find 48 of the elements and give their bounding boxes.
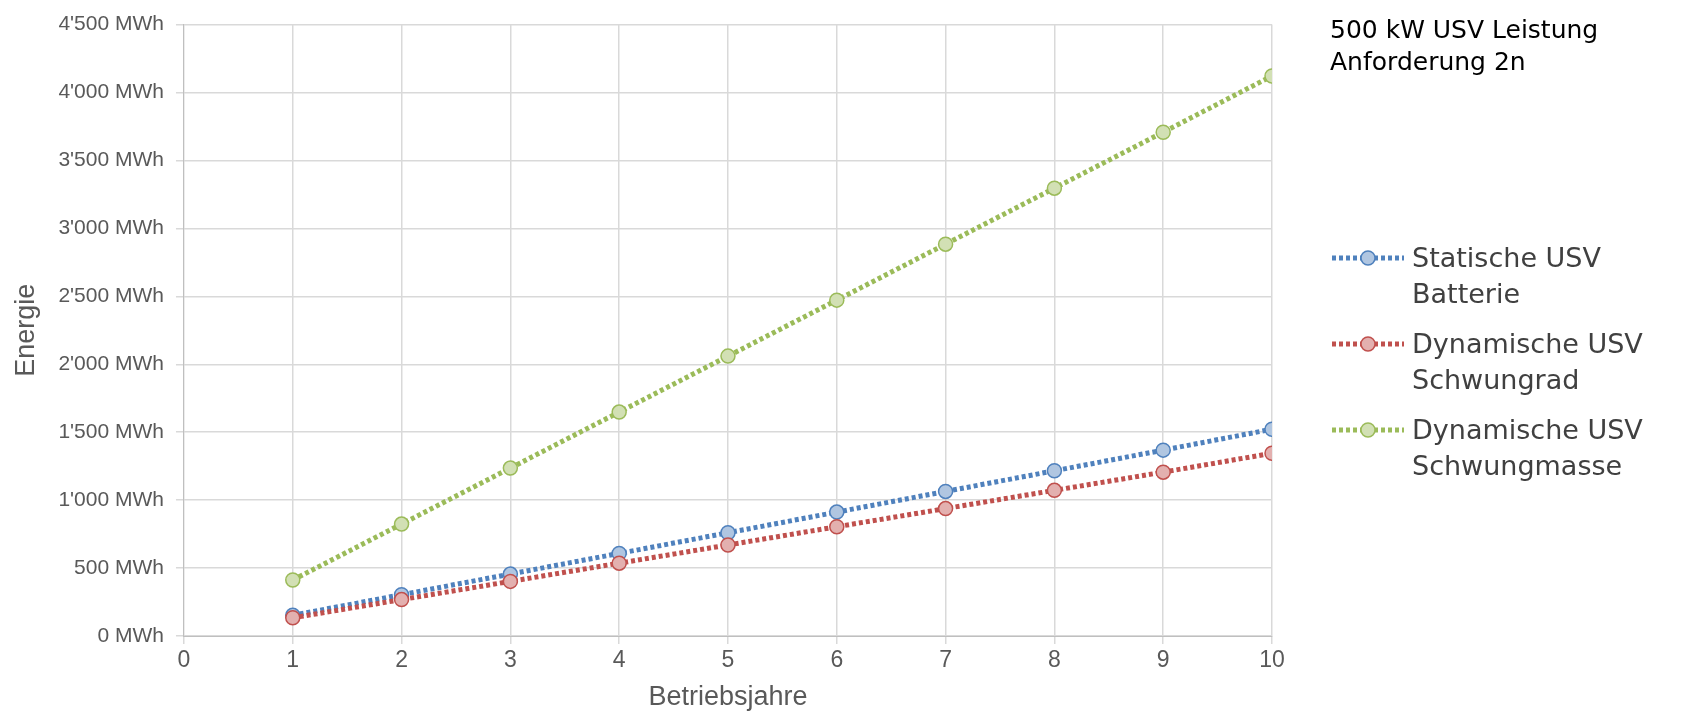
x-tick-label: 1 [286,646,300,673]
y-tick-label: 3'000 MWh [58,215,164,239]
x-axis-title: Betriebsjahre [648,681,808,712]
point [502,460,519,476]
point [829,292,845,308]
point [393,591,410,608]
x-tick-label: 10 [1259,646,1285,673]
y-tick-label: 1'000 MWh [58,486,164,510]
y-tick-label: 1'500 MWh [58,419,164,442]
x-tick-label: 3 [503,646,517,673]
point [937,483,954,500]
y-tick-label: 0 MWh [97,622,164,646]
x-tick-label: 7 [939,646,952,673]
point [829,504,845,520]
x-tick-label: 0 [177,646,191,673]
point [829,519,845,535]
point [1046,463,1063,479]
y-tick-label: 500 MWh [74,554,164,578]
y-tick-label: 3'500 MWh [58,147,164,171]
point [1046,482,1063,499]
text: 500 kW USV Leistung Anforderung 2n [1330,14,1600,78]
legend-label: Dynamische USV Schwungrad [1412,327,1644,397]
point [720,537,736,553]
point [1155,464,1171,480]
y-tick-label: 2'500 MWh [58,283,164,307]
point [285,572,301,588]
x-tick-label: 2 [395,646,408,673]
legend-label: Statische USV Batterie [1412,241,1602,311]
point [1155,442,1171,458]
y-axis-title: Energie [9,283,40,377]
y-tick-label: 4'500 MWh [58,11,164,35]
point [1155,124,1171,140]
legend-label: Dynamische USV Schwungmasse [1412,413,1644,483]
x-tick-label: 9 [1156,646,1170,673]
point [1046,180,1063,196]
point [937,500,954,517]
x-tick-label: 6 [830,646,844,673]
point [502,573,519,590]
x-tick-label: 8 [1047,646,1061,673]
point [393,516,410,532]
point [720,348,736,364]
x-tick-label: 4 [612,646,626,673]
y-tick-label: 2'000 MWh [58,351,164,375]
y-tick-label: 4'000 MWh [58,79,164,103]
point [611,404,627,420]
x-tick-label: 5 [721,646,735,673]
point [611,555,627,571]
point [937,236,954,252]
